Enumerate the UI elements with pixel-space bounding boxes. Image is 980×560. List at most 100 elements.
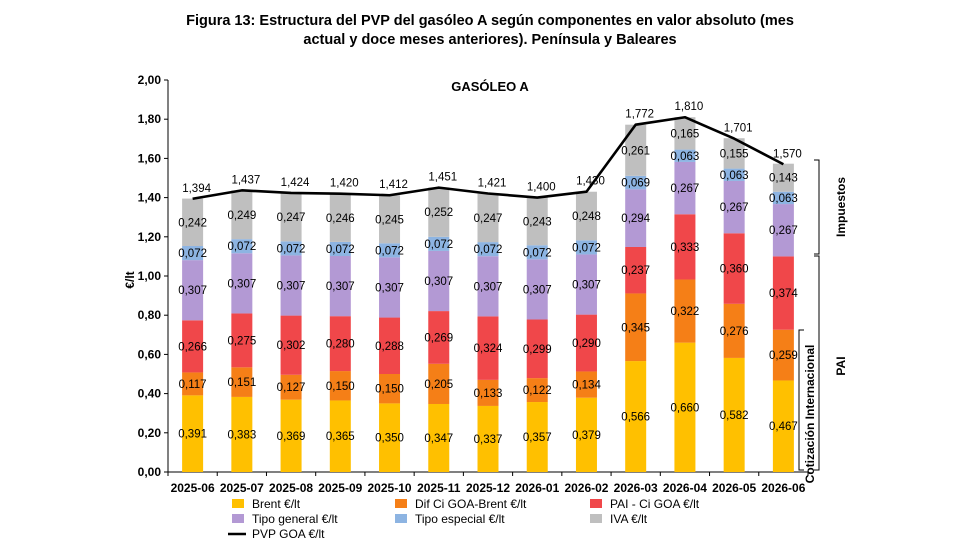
data-label: 0,267 [769,225,798,237]
legend-label: PAI - Ci GOA €/lt [610,497,700,511]
legend-swatch [395,499,407,508]
data-label: 0,063 [720,170,749,182]
bar-segment [477,405,499,472]
bar-segment [428,363,450,404]
bar-segment [428,250,450,312]
bar-segment [379,243,401,258]
data-label: 0,290 [572,338,601,350]
bar-segment [723,180,745,234]
bar-segment [625,293,647,362]
chart-legend: Brent €/lt Dif Ci GOA-Brent €/lt PAI - Ci … [228,497,700,541]
bracket-cotizacion [798,329,804,471]
data-label: 0,307 [474,281,503,293]
data-label: 0,150 [375,384,404,396]
data-label: 0,288 [375,341,404,353]
data-label: 0,307 [572,280,601,292]
bar-segment [723,357,745,472]
bar-segment [575,314,597,372]
total-label: 1,570 [773,148,802,160]
bar-segment [182,372,204,396]
legend-swatch [590,514,602,523]
legend-label: Tipo general €/lt [252,512,338,526]
data-label: 0,307 [326,281,355,293]
data-label: 0,337 [474,434,503,446]
bar-segment [674,117,696,150]
bar-segment [231,367,253,397]
y-tick-label: 0,20 [138,426,162,440]
legend-label: PVP GOA €/lt [252,527,325,541]
total-label: 1,437 [231,174,260,186]
data-label: 0,069 [621,178,650,190]
total-label: 1,412 [379,179,408,191]
bar-segment [723,233,745,304]
bar-segment [182,320,204,373]
data-label: 0,248 [572,211,601,223]
bar-segment [280,241,302,256]
bracket-impuestos [814,159,820,255]
bar-segment [723,303,745,358]
data-label: 0,383 [227,429,256,441]
bar-segment [625,361,647,472]
legend-label: Brent €/lt [252,497,301,511]
bar-segment [575,240,597,255]
bracket-pai [814,255,820,471]
bar-segment [772,204,794,257]
y-tick-label: 1,20 [138,230,162,244]
bar-segment [477,316,499,380]
x-tick-label: 2026-01 [515,481,559,495]
page-title: Figura 13: Estructura del PVP del gasóle… [0,12,980,50]
data-label: 0,275 [227,335,256,347]
total-label: 1,772 [625,109,654,121]
bar-segment [280,255,302,316]
bar-segment [674,214,696,280]
data-label: 0,072 [424,239,453,251]
y-tick-label: 2,00 [138,73,162,87]
total-label: 1,810 [675,101,704,113]
bar-segment [379,195,401,244]
y-tick-label: 1,80 [138,112,162,126]
data-label: 0,072 [375,245,404,257]
y-tick-label: 1,60 [138,151,162,165]
bar-segment [625,189,647,247]
side-label-cotizacion: Cotización Internacional [803,345,817,484]
data-label: 0,072 [326,244,355,256]
data-label: 0,063 [769,193,798,205]
data-label: 0,374 [769,288,798,300]
data-label: 0,237 [621,265,650,277]
bar-segment [428,187,450,237]
data-label: 0,252 [424,207,453,219]
bar-segment [379,374,401,404]
bar-segment [231,190,253,240]
x-tick-label: 2026-04 [663,481,707,495]
data-label: 0,324 [474,343,503,355]
total-label: 1,701 [724,123,753,135]
x-tick-label: 2025-09 [318,481,362,495]
data-label: 0,122 [523,385,552,397]
bar-segment [772,380,794,472]
bar-segment [674,161,696,215]
legend-swatch [590,499,602,508]
x-tick-label: 2026-02 [564,481,608,495]
y-tick-label: 1,00 [138,269,162,283]
x-tick-label: 2025-06 [171,481,215,495]
data-label: 0,205 [424,379,453,391]
data-label: 0,307 [424,276,453,288]
total-label: 1,451 [428,172,457,184]
legend-label: IVA €/lt [610,512,648,526]
data-label: 0,155 [720,148,749,160]
bar-segment [182,198,204,247]
bar-segment [280,399,302,472]
data-label: 0,345 [621,322,650,334]
data-label: 0,245 [375,214,404,226]
data-label: 0,347 [424,433,453,445]
y-tick-label: 1,40 [138,191,162,205]
y-axis-label: €/lt [123,271,137,288]
bar-segment [477,193,499,243]
data-label: 0,307 [277,281,306,293]
bar-segment [477,242,499,257]
x-tick-label: 2025-10 [368,481,412,495]
bar-segment [772,329,794,381]
data-label: 0,267 [720,202,749,214]
bar-segment [575,191,597,241]
bar-segment [526,319,548,379]
